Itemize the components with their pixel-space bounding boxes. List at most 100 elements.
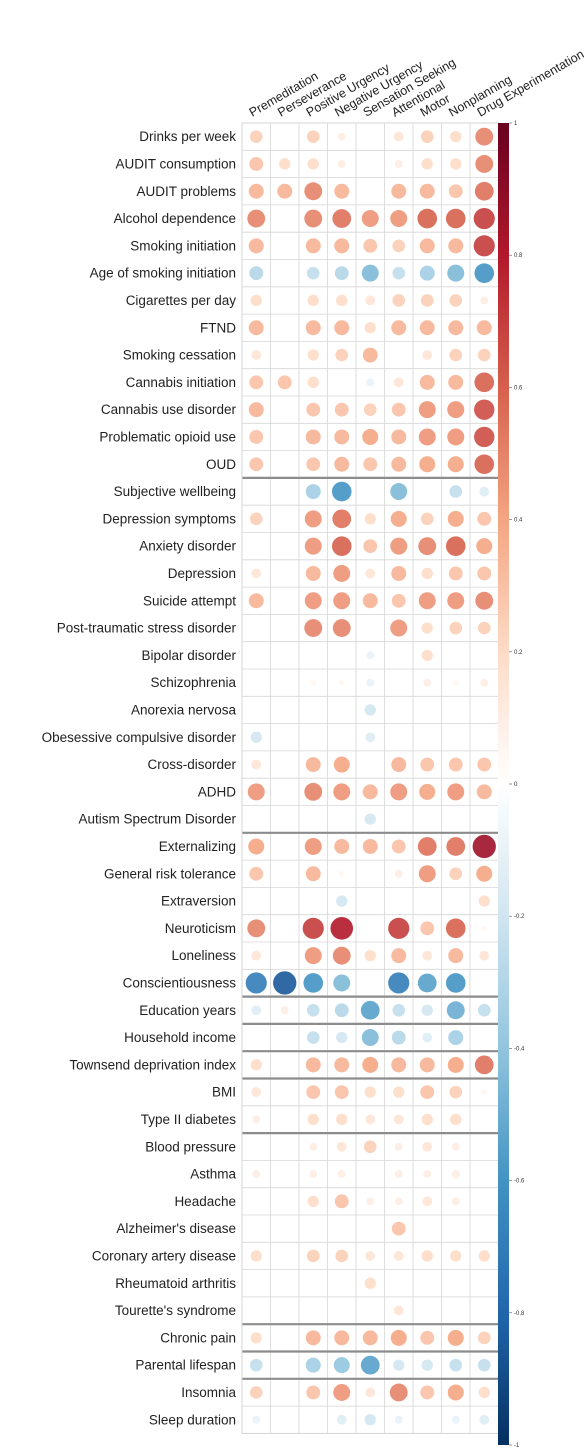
correlation-circle <box>449 621 463 635</box>
correlation-circle <box>472 834 496 859</box>
row-label: AUDIT consumption <box>115 156 236 171</box>
correlation-circle <box>419 783 436 800</box>
correlation-circle <box>365 1387 376 1398</box>
row-label: Problematic opioid use <box>99 429 236 444</box>
colorbar-tick-label: -1 <box>514 1443 520 1449</box>
correlation-circle <box>362 838 378 854</box>
correlation-circle <box>476 865 493 882</box>
correlation-circle <box>421 567 433 580</box>
row-label: ADHD <box>198 784 237 799</box>
correlation-circle <box>417 973 437 993</box>
correlation-circle <box>477 757 492 772</box>
correlation-circle <box>331 536 352 556</box>
colorbar-tick-label: -0.8 <box>514 1311 525 1317</box>
correlation-circle <box>480 296 489 305</box>
correlation-circle <box>477 1003 491 1017</box>
correlation-circle <box>251 350 262 360</box>
correlation-circle <box>476 784 492 800</box>
correlation-circle <box>394 1170 403 1179</box>
row-label: Chronic pain <box>160 1330 236 1345</box>
correlation-circle <box>393 1251 404 1261</box>
correlation-circle <box>394 1142 403 1151</box>
correlation-circle <box>337 132 346 141</box>
correlation-circle <box>250 294 262 307</box>
correlation-circle <box>448 757 463 772</box>
correlation-circle <box>390 1329 407 1346</box>
colorbar-tick-label: 0 <box>514 782 518 788</box>
correlation-circle <box>305 1357 321 1373</box>
correlation-circle <box>304 619 323 637</box>
correlation-circle <box>391 456 407 472</box>
correlation-circle <box>449 485 463 498</box>
correlation-circle <box>249 157 264 171</box>
correlation-circle <box>363 403 377 416</box>
correlation-circle <box>334 320 350 336</box>
correlation-circle <box>391 1030 406 1045</box>
correlation-circle <box>393 1305 404 1316</box>
correlation-circle <box>421 649 433 662</box>
correlation-circle <box>476 538 493 555</box>
cell-grid <box>241 122 499 1434</box>
correlation-circle <box>421 1113 433 1126</box>
correlation-circle <box>336 1414 347 1425</box>
correlation-circle <box>479 1414 490 1425</box>
correlation-circle <box>445 973 466 993</box>
correlation-circle <box>419 1057 435 1073</box>
row-label: Coronary artery disease <box>92 1248 236 1263</box>
correlation-circle <box>449 1358 463 1372</box>
correlation-circle <box>422 1032 433 1043</box>
correlation-circle <box>364 1414 376 1426</box>
correlation-circle <box>305 320 321 336</box>
row-label: AUDIT problems <box>136 184 236 199</box>
colorbar-tick-label: 0.8 <box>514 253 523 259</box>
correlation-circle <box>388 972 410 994</box>
correlation-circle <box>390 537 408 555</box>
correlation-circle <box>365 295 376 306</box>
correlation-circle <box>447 264 465 282</box>
correlation-circle <box>393 1359 405 1371</box>
correlation-circle <box>250 1332 262 1344</box>
correlation-circle <box>392 266 406 280</box>
correlation-circle <box>423 1170 432 1179</box>
correlation-circle <box>249 512 263 526</box>
correlation-circle <box>249 130 263 143</box>
correlation-circle <box>307 294 319 307</box>
correlation-circle <box>305 429 321 445</box>
correlation-circle <box>305 484 321 500</box>
correlation-circle <box>391 402 406 417</box>
correlation-circle <box>364 322 376 334</box>
correlation-circle <box>249 266 264 281</box>
correlation-circle <box>251 1087 262 1098</box>
correlation-circle <box>478 1250 490 1262</box>
correlation-circle <box>363 539 378 554</box>
correlation-circle <box>422 950 433 961</box>
correlation-circle <box>447 456 464 473</box>
correlation-circle <box>451 1142 460 1151</box>
correlation-circle <box>419 320 435 336</box>
correlation-circle <box>448 1030 464 1046</box>
correlation-circle <box>474 263 495 283</box>
correlation-circle <box>304 837 322 855</box>
correlation-circles <box>245 127 496 1426</box>
correlation-circle <box>307 1113 319 1126</box>
correlation-circle <box>334 402 349 417</box>
row-label: Alzheimer's disease <box>116 1221 236 1236</box>
row-label: Drinks per week <box>139 129 236 144</box>
correlation-circle <box>419 238 435 254</box>
correlation-circle <box>279 158 291 170</box>
correlation-circle <box>252 1115 261 1124</box>
row-label: Cross-disorder <box>147 757 236 772</box>
correlation-circle <box>334 1057 350 1073</box>
correlation-circle <box>334 1194 349 1209</box>
correlation-circle <box>388 917 410 939</box>
correlation-circle <box>248 838 265 855</box>
correlation-circle <box>393 377 404 388</box>
correlation-circle <box>364 513 376 525</box>
correlation-circle <box>338 679 345 686</box>
correlation-circle <box>304 782 323 801</box>
correlation-circle <box>306 1249 320 1263</box>
correlation-circle <box>420 921 435 936</box>
correlation-circle <box>449 348 463 362</box>
correlation-circle <box>479 486 490 497</box>
